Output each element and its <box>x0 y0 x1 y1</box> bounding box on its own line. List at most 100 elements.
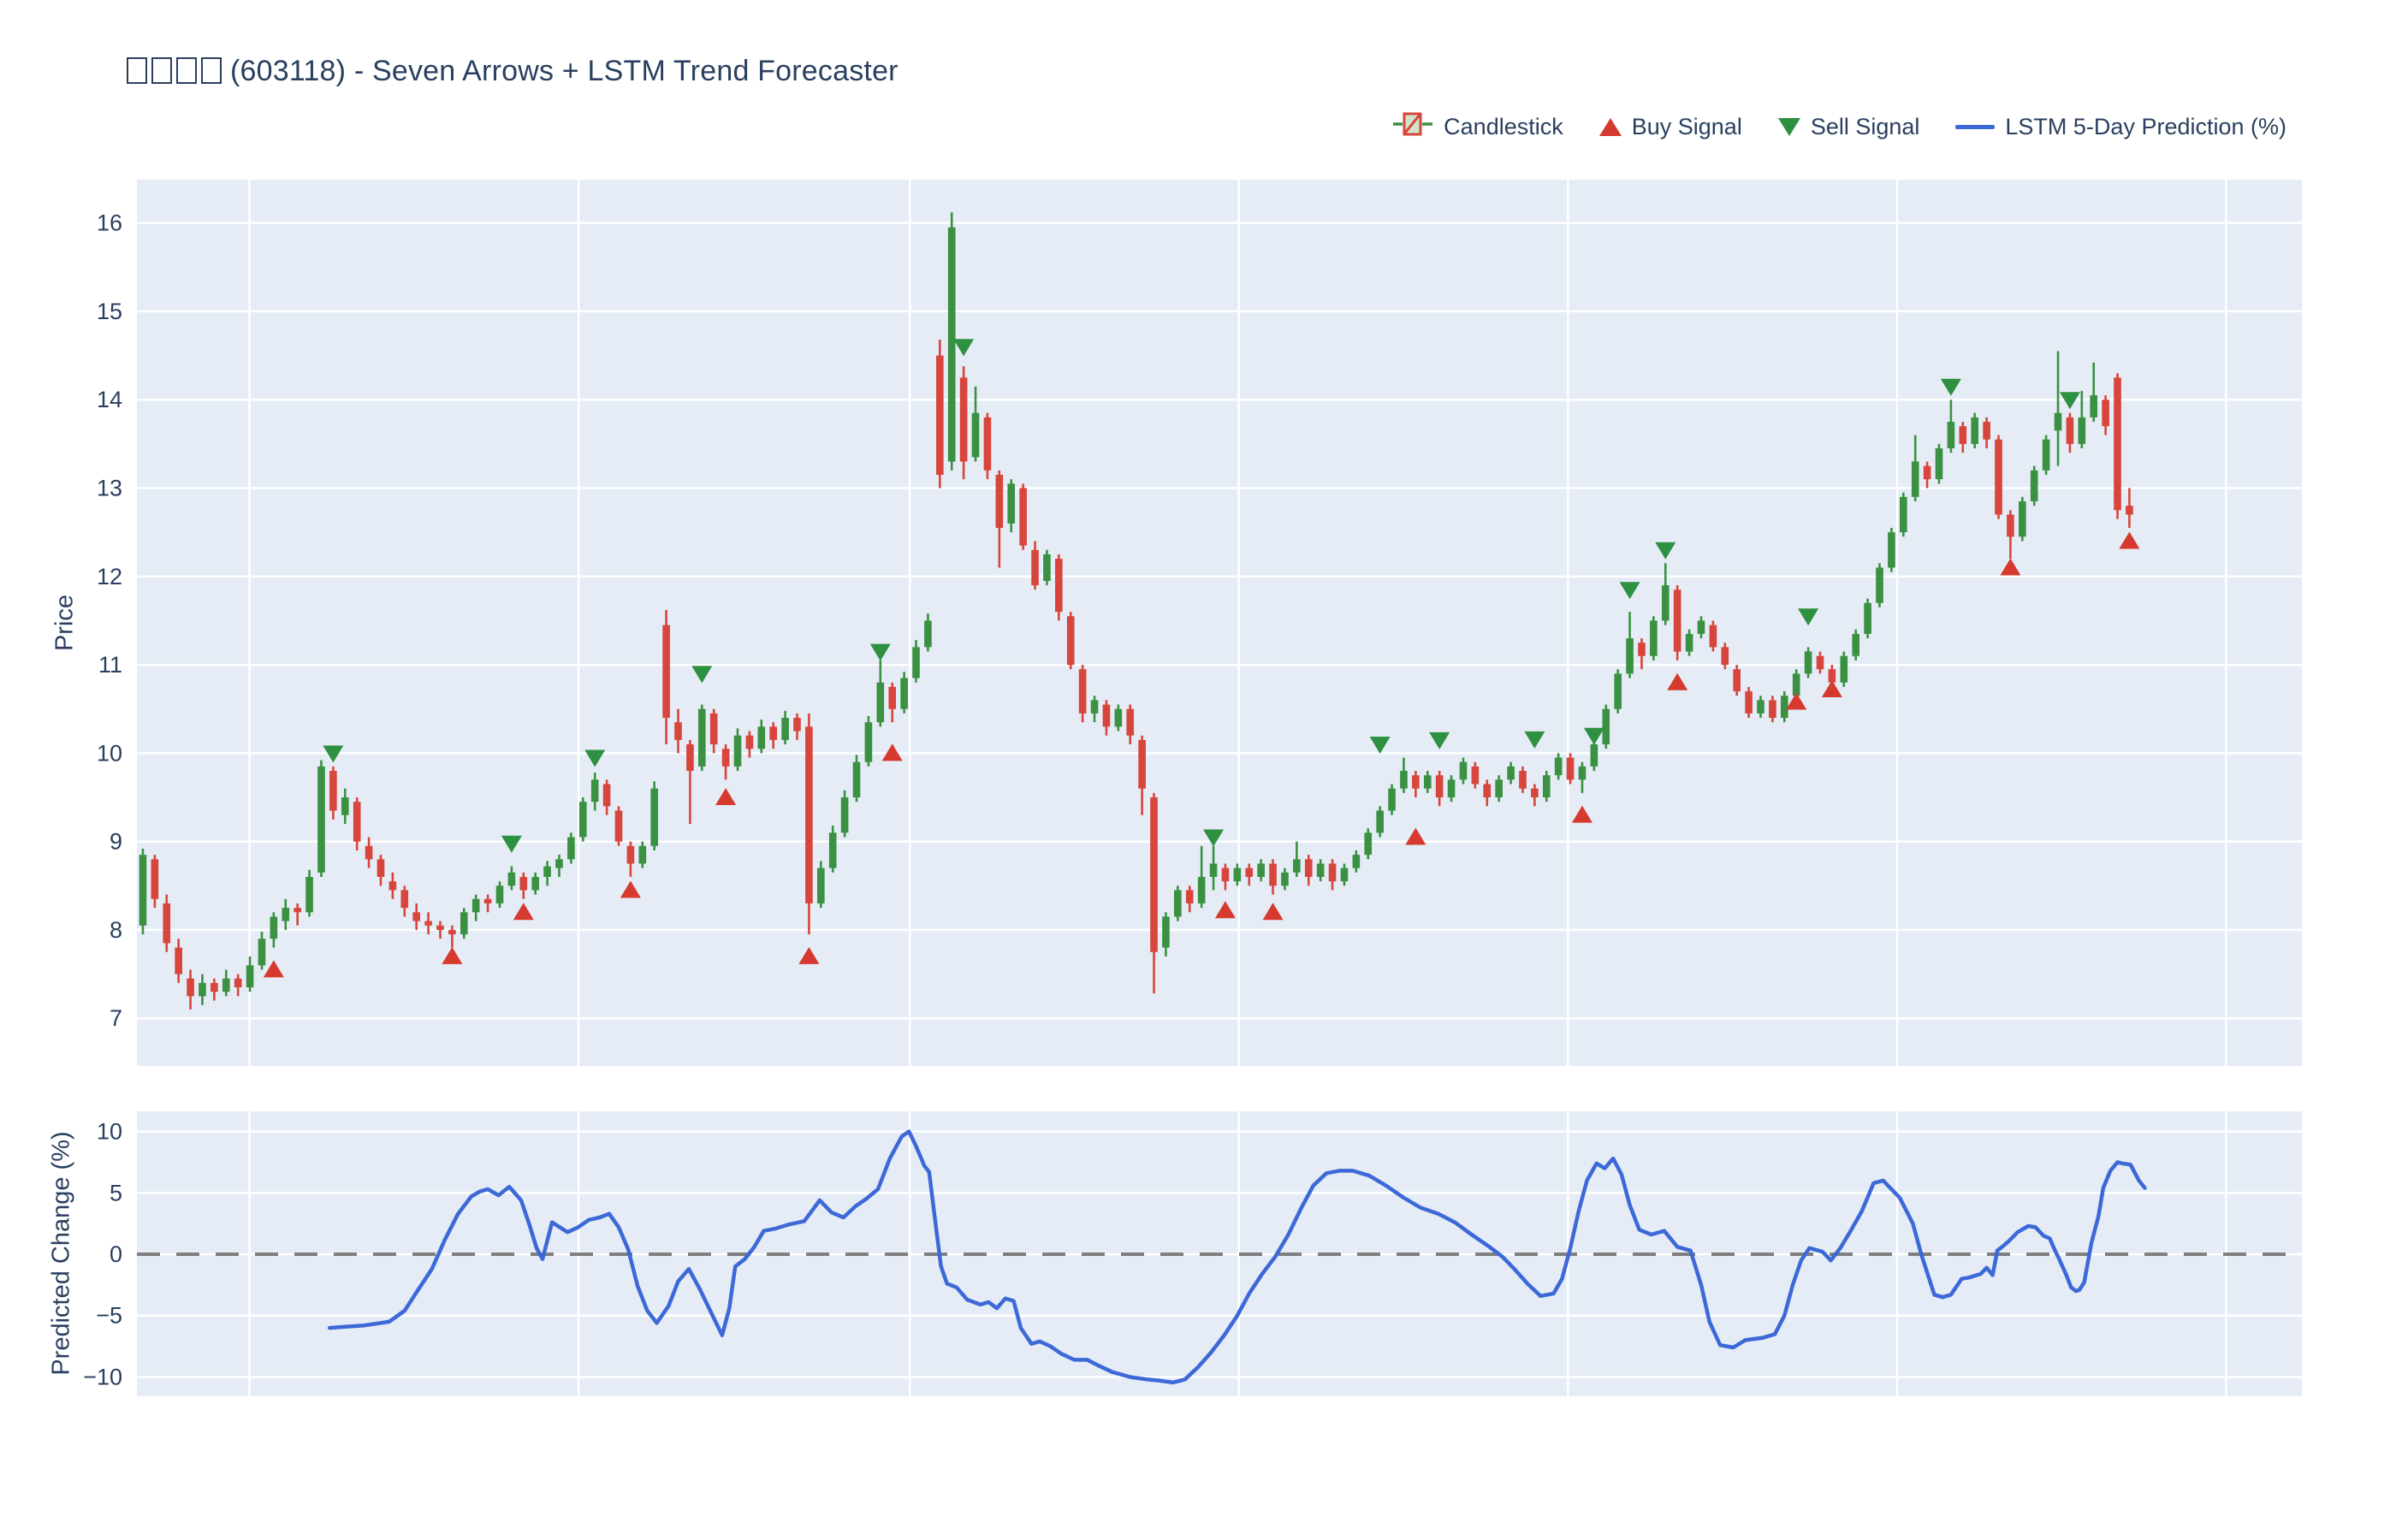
buy-signal-marker[interactable] <box>263 960 284 978</box>
buy-signal-marker[interactable] <box>1571 805 1592 823</box>
candle[interactable] <box>163 903 171 944</box>
candle[interactable] <box>2019 500 2026 537</box>
candle[interactable] <box>1745 691 1753 714</box>
candle[interactable] <box>602 784 611 807</box>
buy-signal-marker[interactable] <box>442 946 463 964</box>
buy-signal-marker[interactable] <box>620 880 641 898</box>
candle[interactable] <box>686 744 694 772</box>
lstm-prediction-line[interactable] <box>327 1129 2147 1385</box>
candle[interactable] <box>1840 655 1848 683</box>
candle[interactable] <box>555 859 563 868</box>
candle[interactable] <box>1650 620 1658 656</box>
legend-item-buy-signal[interactable]: Buy Signal <box>1598 114 1742 140</box>
candle[interactable] <box>650 788 659 846</box>
candle[interactable] <box>1090 700 1099 714</box>
candle[interactable] <box>1673 589 1681 652</box>
candle[interactable] <box>531 876 539 891</box>
candle[interactable] <box>888 686 897 709</box>
candle[interactable] <box>1138 739 1146 789</box>
candle[interactable] <box>1459 761 1468 780</box>
candle[interactable] <box>2114 377 2121 511</box>
candle[interactable] <box>270 916 278 939</box>
candle[interactable] <box>1709 625 1717 648</box>
candle[interactable] <box>1209 863 1218 877</box>
sell-signal-marker[interactable] <box>1798 608 1819 626</box>
candle[interactable] <box>1197 876 1206 903</box>
buy-signal-marker[interactable] <box>1786 692 1807 710</box>
candle[interactable] <box>1947 422 1955 449</box>
candle[interactable] <box>258 939 266 966</box>
candle[interactable] <box>995 474 1004 528</box>
candle[interactable] <box>674 722 682 740</box>
candle[interactable] <box>1245 868 1254 877</box>
candle[interactable] <box>1578 766 1586 780</box>
candle[interactable] <box>1031 549 1039 586</box>
candle[interactable] <box>1638 643 1646 656</box>
sell-signal-marker[interactable] <box>869 643 891 661</box>
candle[interactable] <box>1852 633 1860 656</box>
candle[interactable] <box>1185 890 1194 903</box>
candle[interactable] <box>936 355 944 475</box>
candle[interactable] <box>1435 775 1444 797</box>
candle[interactable] <box>211 982 218 992</box>
candle[interactable] <box>1864 602 1871 634</box>
candle[interactable] <box>436 925 444 930</box>
candle[interactable] <box>900 678 908 709</box>
candle[interactable] <box>1590 744 1598 767</box>
buy-signal-marker[interactable] <box>2000 558 2021 576</box>
candle[interactable] <box>1507 766 1515 780</box>
candle[interactable] <box>805 726 813 903</box>
candle[interactable] <box>1697 620 1705 634</box>
candle[interactable] <box>460 912 468 935</box>
candle[interactable] <box>199 982 206 997</box>
candle[interactable] <box>187 978 194 997</box>
sell-signal-marker[interactable] <box>1369 737 1391 755</box>
candle[interactable] <box>353 802 361 842</box>
candle[interactable] <box>1400 771 1408 789</box>
candle[interactable] <box>1447 779 1456 797</box>
candle[interactable] <box>412 912 420 921</box>
sell-signal-marker[interactable] <box>1524 731 1545 749</box>
candle[interactable] <box>1043 554 1051 581</box>
candle[interactable] <box>924 620 932 648</box>
candle[interactable] <box>2078 417 2086 444</box>
candle[interactable] <box>1804 651 1812 674</box>
candle[interactable] <box>721 749 730 767</box>
candle[interactable] <box>1900 496 1907 533</box>
candle[interactable] <box>2054 412 2062 431</box>
candle[interactable] <box>1483 784 1492 797</box>
candle[interactable] <box>507 872 516 886</box>
candle[interactable] <box>1007 483 1016 524</box>
candle[interactable] <box>1055 559 1063 613</box>
candle[interactable] <box>222 978 230 992</box>
candle[interactable] <box>1281 872 1289 886</box>
candle[interactable] <box>1340 868 1349 882</box>
candle[interactable] <box>1566 757 1575 780</box>
candle[interactable] <box>1983 422 1990 440</box>
candle[interactable] <box>947 227 956 462</box>
candle[interactable] <box>1685 633 1693 652</box>
candle[interactable] <box>1269 863 1277 886</box>
candle[interactable] <box>365 845 373 860</box>
candle[interactable] <box>1471 766 1480 785</box>
candle[interactable] <box>1328 863 1337 882</box>
candle[interactable] <box>1971 417 1979 444</box>
candle[interactable] <box>626 845 635 864</box>
sell-signal-marker[interactable] <box>1940 378 1961 396</box>
candle[interactable] <box>1923 465 1931 480</box>
candle[interactable] <box>1531 788 1539 797</box>
legend-item-lstm-prediction[interactable]: LSTM 5-Day Prediction (%) <box>1955 114 2286 140</box>
buy-signal-marker[interactable] <box>2119 531 2140 549</box>
candle[interactable] <box>400 890 409 909</box>
candle[interactable] <box>876 682 885 723</box>
candle[interactable] <box>971 412 980 458</box>
candle[interactable] <box>983 417 992 471</box>
candle[interactable] <box>543 866 551 877</box>
candle[interactable] <box>1519 771 1527 789</box>
candle[interactable] <box>1995 439 2002 515</box>
candle[interactable] <box>1959 426 1967 444</box>
candle[interactable] <box>1162 916 1170 948</box>
sell-signal-marker[interactable] <box>1619 582 1640 600</box>
candle[interactable] <box>483 898 492 903</box>
